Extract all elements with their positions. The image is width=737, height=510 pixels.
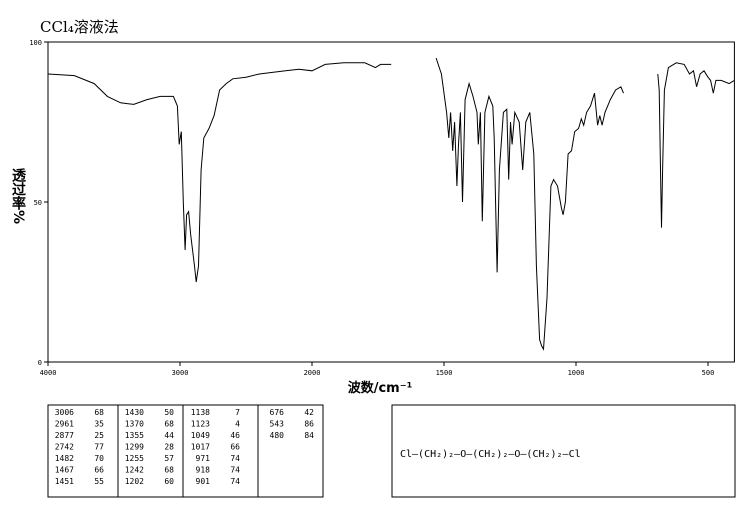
chart-title: CCl₄溶液法 <box>40 18 119 36</box>
peak-transmittance: 74 <box>230 466 240 475</box>
peak-wavenumber: 1049 <box>191 431 210 440</box>
peak-wavenumber: 1123 <box>191 420 210 429</box>
peak-transmittance: 4 <box>235 420 240 429</box>
y-tick-label: 100 <box>29 39 42 47</box>
peak-transmittance: 68 <box>164 420 174 429</box>
peak-wavenumber: 1242 <box>125 466 144 475</box>
y-axis-label: 透过率% <box>10 168 26 224</box>
peak-wavenumber: 1202 <box>125 477 144 486</box>
peak-transmittance: 55 <box>94 477 104 486</box>
spectrum-line <box>47 57 735 351</box>
peak-table-frame <box>47 404 324 498</box>
peak-wavenumber: 1255 <box>125 454 144 463</box>
structure: Cl—(CH₂)₂—O—(CH₂)₂—O—(CH₂)₂—Cl <box>400 449 581 460</box>
peak-transmittance: 50 <box>164 408 174 417</box>
peak-wavenumber: 1430 <box>125 408 144 417</box>
peak-wavenumber: 676 <box>270 408 285 417</box>
peak-wavenumber: 3006 <box>55 408 74 417</box>
peak-transmittance: 66 <box>230 443 240 452</box>
peak-wavenumber: 1451 <box>55 477 74 486</box>
x-tick-label: 500 <box>702 369 715 377</box>
peak-wavenumber: 1370 <box>125 420 144 429</box>
peak-wavenumber: 543 <box>270 420 285 429</box>
peak-transmittance: 77 <box>94 443 104 452</box>
peak-transmittance: 25 <box>94 431 104 440</box>
peak-wavenumber: 901 <box>196 477 211 486</box>
peak-wavenumber: 2961 <box>55 420 74 429</box>
peak-wavenumber: 1138 <box>191 408 210 417</box>
peak-wavenumber: 480 <box>270 431 285 440</box>
peak-transmittance: 60 <box>164 477 174 486</box>
x-tick-label: 3000 <box>172 369 189 377</box>
peak-wavenumber: 918 <box>196 466 211 475</box>
y-tick-label: 0 <box>38 359 42 367</box>
peak-transmittance: 46 <box>230 431 240 440</box>
plot-frame <box>47 41 735 363</box>
peak-transmittance: 74 <box>230 477 240 486</box>
peak-transmittance: 66 <box>94 466 104 475</box>
peak-wavenumber: 1467 <box>55 466 74 475</box>
x-tick-label: 1000 <box>568 369 585 377</box>
y-tick-label: 50 <box>34 199 42 207</box>
peak-transmittance: 86 <box>304 420 314 429</box>
structure-frame <box>391 404 736 498</box>
x-tick-label: 4000 <box>40 369 57 377</box>
peak-wavenumber: 971 <box>196 454 211 463</box>
peak-transmittance: 70 <box>94 454 104 463</box>
peak-wavenumber: 1299 <box>125 443 144 452</box>
peak-wavenumber: 2877 <box>55 431 74 440</box>
peak-transmittance: 68 <box>94 408 104 417</box>
peak-transmittance: 74 <box>230 454 240 463</box>
peak-wavenumber: 1355 <box>125 431 144 440</box>
peak-transmittance: 84 <box>304 431 314 440</box>
peak-transmittance: 7 <box>235 408 240 417</box>
x-tick-label: 2000 <box>304 369 321 377</box>
peak-transmittance: 68 <box>164 466 174 475</box>
peak-transmittance: 57 <box>164 454 174 463</box>
peak-transmittance: 35 <box>94 420 104 429</box>
peak-wavenumber: 1017 <box>191 443 210 452</box>
peak-transmittance: 28 <box>164 443 174 452</box>
peak-transmittance: 42 <box>304 408 314 417</box>
x-tick-label: 1500 <box>436 369 453 377</box>
x-axis-label: 波数/cm⁻¹ <box>348 380 413 396</box>
peak-wavenumber: 1482 <box>55 454 74 463</box>
peak-wavenumber: 2742 <box>55 443 74 452</box>
peak-transmittance: 44 <box>164 431 174 440</box>
